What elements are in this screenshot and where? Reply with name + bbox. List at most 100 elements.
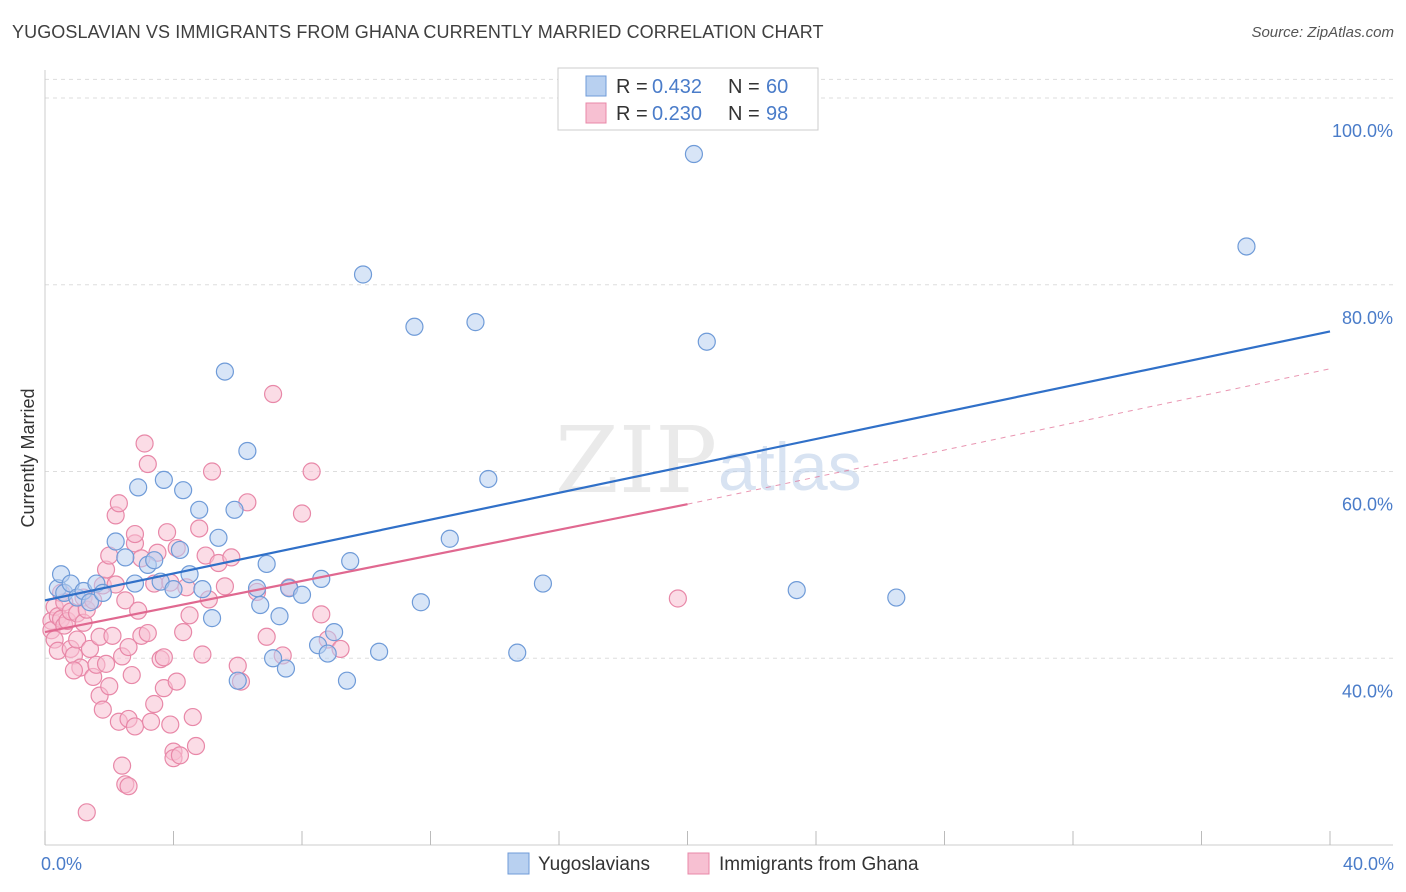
ghana-point-67 bbox=[174, 623, 193, 642]
yugoslavian-point-6 bbox=[80, 593, 100, 612]
ghana-point-15 bbox=[68, 630, 87, 649]
y-tick-label-2: 80.0% bbox=[1342, 308, 1393, 328]
yugoslavian-point-33 bbox=[270, 607, 289, 626]
legend-r-label-2: R = bbox=[616, 103, 648, 125]
yugoslavian-point-32 bbox=[263, 649, 283, 668]
yugoslavian-point-46 bbox=[411, 593, 430, 612]
yugoslavian-point-24 bbox=[209, 528, 228, 547]
yugoslavian-point-21 bbox=[190, 500, 209, 519]
yugoslavian-point-47 bbox=[440, 529, 459, 548]
bottom-legend-swatch-ghana bbox=[687, 852, 710, 875]
yugoslavian-point-9 bbox=[106, 532, 125, 551]
bottom-legend-label-ghana: Immigrants from Ghana bbox=[719, 854, 919, 875]
yugoslavian-point-22 bbox=[193, 580, 212, 599]
ghana-point-46 bbox=[125, 524, 145, 544]
ghana-point-65 bbox=[167, 672, 186, 691]
legend-n-label-1: N = bbox=[728, 76, 760, 98]
ghana-point-32 bbox=[103, 626, 122, 645]
ghana-point-26 bbox=[93, 700, 112, 719]
yugoslavian-point-42 bbox=[341, 552, 360, 571]
yugoslavian-point-31 bbox=[257, 554, 276, 574]
yugoslavian-point-51 bbox=[533, 574, 553, 593]
yugoslavian-point-49 bbox=[479, 469, 498, 489]
ghana-point-55 bbox=[145, 694, 164, 714]
legend-n-value-2: 98 bbox=[766, 103, 788, 125]
ghana-point-72 bbox=[190, 519, 209, 538]
yugoslavian-point-14 bbox=[145, 551, 164, 570]
legend-swatch-pink bbox=[585, 102, 607, 124]
ghana-point-61 bbox=[161, 715, 180, 734]
y-axis-title: Currently Married bbox=[18, 388, 38, 527]
y-tick-label-1: 60.0% bbox=[1342, 495, 1393, 515]
axes bbox=[44, 70, 1393, 846]
ghana-point-90 bbox=[312, 605, 331, 624]
yugoslavian-point-23 bbox=[202, 609, 222, 628]
chart-title: YUGOSLAVIAN VS IMMIGRANTS FROM GHANA CUR… bbox=[12, 22, 824, 42]
x-tick-label-0: 0.0% bbox=[41, 854, 82, 874]
ghana-point-36 bbox=[109, 494, 128, 513]
legend-swatch-blue bbox=[585, 75, 607, 97]
ghana-point-73 bbox=[193, 645, 212, 664]
legend-r-value-2: 0.230 bbox=[652, 103, 702, 125]
ghana-point-85 bbox=[263, 384, 283, 404]
ghana-point-44 bbox=[125, 717, 145, 736]
yugoslavian-point-19 bbox=[174, 481, 193, 500]
yugoslavian-point-44 bbox=[370, 642, 389, 661]
grid-lines bbox=[45, 78, 1393, 659]
data-points bbox=[42, 144, 1256, 822]
ghana-point-69 bbox=[180, 606, 199, 625]
yugoslavian-point-41 bbox=[337, 671, 357, 690]
bottom-legend: Yugoslavians Immigrants from Ghana bbox=[507, 852, 919, 875]
yugoslavian-point-26 bbox=[225, 500, 244, 519]
yugoslavian-point-28 bbox=[238, 441, 257, 461]
ghana-point-88 bbox=[292, 504, 312, 523]
yugoslavian-point-39 bbox=[318, 644, 337, 663]
yugoslavian-point-40 bbox=[325, 623, 344, 642]
ghana-point-20 bbox=[80, 639, 100, 659]
yugoslavian-point-25 bbox=[215, 362, 234, 381]
ghana-point-76 bbox=[202, 462, 222, 481]
ghana-point-30 bbox=[100, 677, 119, 696]
y-tick-label-3: 100.0% bbox=[1332, 121, 1393, 141]
yugoslavian-point-16 bbox=[154, 470, 173, 490]
legend-n-value-1: 60 bbox=[766, 76, 788, 98]
yugoslavian-point-27 bbox=[228, 671, 247, 690]
yugoslavian-point-34 bbox=[276, 659, 296, 678]
yugoslavian-point-43 bbox=[353, 265, 373, 284]
ghana-point-93 bbox=[668, 589, 687, 608]
source-credit: Source: ZipAtlas.com bbox=[1251, 24, 1394, 41]
ghana-point-71 bbox=[186, 736, 206, 756]
ghana-point-89 bbox=[302, 462, 321, 481]
ghana-point-95 bbox=[119, 777, 138, 796]
tick-labels: 40.0% 60.0% 80.0% 100.0% 0.0% 40.0% bbox=[41, 121, 1394, 874]
ghana-point-47 bbox=[129, 601, 148, 620]
ghana-point-59 bbox=[157, 523, 177, 542]
yugoslavian-point-53 bbox=[697, 332, 716, 351]
ghana-point-70 bbox=[183, 707, 202, 727]
ghana-trend-line bbox=[44, 503, 688, 634]
legend-r-label-1: R = bbox=[616, 76, 648, 98]
yugoslavian-point-52 bbox=[684, 144, 704, 164]
yugoslavian-point-50 bbox=[508, 643, 527, 662]
legend-n-label-2: N = bbox=[728, 103, 760, 125]
bottom-legend-swatch-yugoslavians bbox=[507, 852, 530, 875]
legend: R = 0.432 N = 60 R = 0.230 N = 98 bbox=[557, 67, 819, 131]
yugoslavian-point-17 bbox=[164, 580, 183, 599]
yugoslavian-point-30 bbox=[251, 595, 270, 615]
yugoslavian-trend-line bbox=[44, 330, 1331, 602]
watermark: ZIP atlas bbox=[555, 407, 862, 514]
ghana-point-97 bbox=[154, 648, 173, 667]
watermark-atlas: atlas bbox=[718, 429, 862, 505]
ghana-point-78 bbox=[215, 577, 234, 596]
yugoslavian-point-36 bbox=[292, 585, 312, 604]
ghana-point-51 bbox=[138, 454, 157, 474]
ghana-point-38 bbox=[112, 756, 132, 775]
yugoslavian-point-12 bbox=[129, 478, 148, 497]
yugoslavian-point-54 bbox=[787, 580, 806, 600]
ghana-point-96 bbox=[64, 661, 84, 680]
ghana-point-53 bbox=[141, 712, 161, 731]
yugoslavian-point-56 bbox=[1237, 237, 1256, 256]
ghana-point-94 bbox=[77, 803, 96, 822]
yugoslavian-point-48 bbox=[466, 313, 485, 332]
